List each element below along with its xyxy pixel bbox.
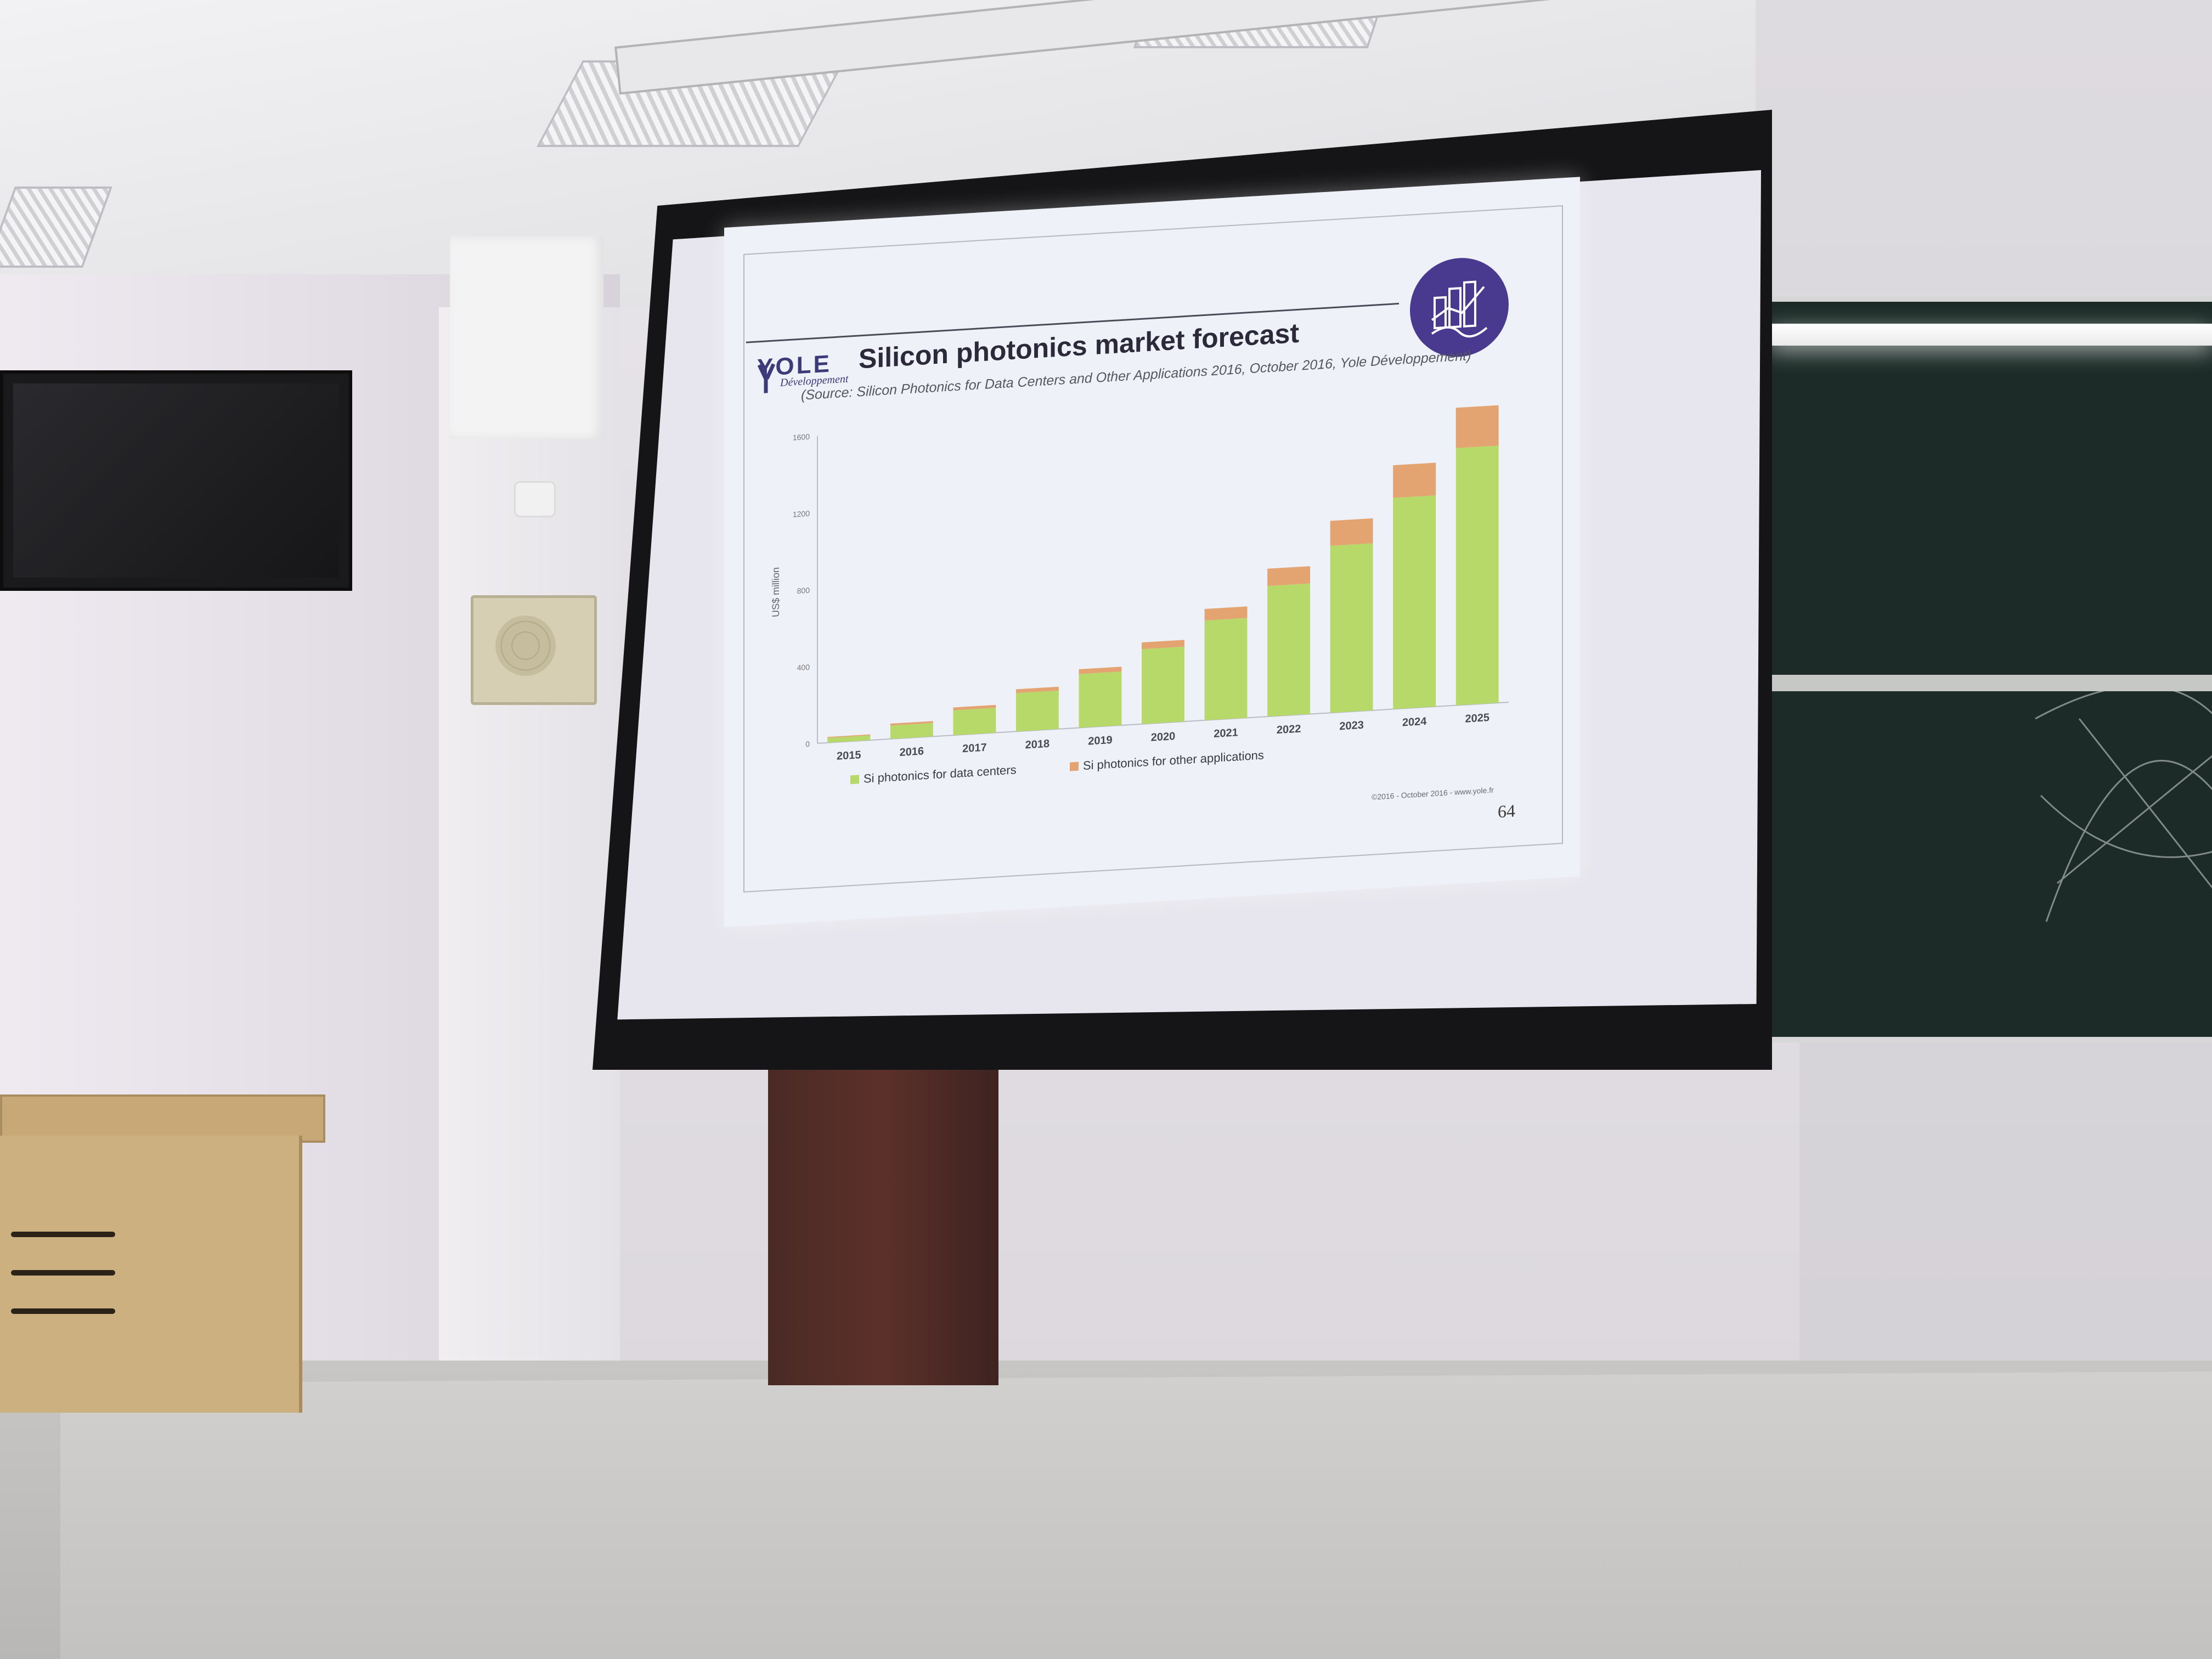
- legend-label: Si photonics for data centers: [864, 763, 1017, 786]
- bar-data-centers-2020: [1142, 646, 1184, 724]
- bar-data-centers-2016: [890, 723, 933, 740]
- bar-data-centers-2017: [953, 708, 996, 736]
- x-tick-label: 2017: [962, 742, 986, 755]
- bar-data-centers-2019: [1079, 671, 1122, 728]
- stage-platform: [60, 1372, 2212, 1659]
- bar-other-applications-2021: [1204, 606, 1248, 620]
- podium-top: [0, 1094, 325, 1143]
- bar-other-applications-2017: [953, 704, 996, 710]
- podium-vent: [11, 1232, 115, 1237]
- legend-swatch: [1070, 761, 1079, 771]
- tv-screen: [13, 383, 339, 578]
- bar-other-applications-2023: [1330, 518, 1373, 546]
- x-tick-label: 2022: [1277, 723, 1301, 737]
- wall-tv: [0, 370, 352, 591]
- bar-data-centers-2021: [1204, 618, 1248, 720]
- bar-data-centers-2018: [1015, 690, 1059, 732]
- x-tick-label: 2015: [837, 749, 861, 763]
- y-tick-label: 800: [797, 586, 810, 595]
- speaker-grill: [495, 616, 556, 676]
- x-tick-label: 2024: [1402, 715, 1427, 729]
- market-forecast-chart: 0 400 800 1200 1600 US$ million 2015 2016 2017 20…: [770, 405, 1509, 786]
- y-axis-label: US$ million: [770, 567, 781, 617]
- bar-other-applications-2025: [1455, 405, 1499, 448]
- bar-other-applications-2024: [1393, 462, 1436, 498]
- podium-vent: [11, 1270, 115, 1276]
- screen-support-pole: [768, 1059, 998, 1385]
- x-tick-label: 2023: [1339, 719, 1363, 733]
- air-duct: [450, 236, 603, 439]
- yole-logo-icon: [757, 363, 776, 393]
- bar-other-applications-2016: [890, 721, 933, 726]
- bar-other-applications-2018: [1015, 686, 1059, 693]
- x-tick-label: 2018: [1025, 738, 1049, 752]
- bar-data-centers-2023: [1330, 543, 1373, 713]
- chalk-drawing: [2035, 685, 2212, 922]
- chalk-rail: [1767, 675, 2212, 691]
- y-tick-label: 0: [805, 740, 810, 748]
- x-tick-label: 2021: [1214, 726, 1238, 740]
- blackboard: [1767, 296, 2212, 1042]
- bar-other-applications-2020: [1142, 640, 1184, 650]
- bar-other-applications-2015: [827, 734, 871, 738]
- report-logo-icon: [1410, 255, 1509, 360]
- y-tick-label: 1200: [793, 509, 810, 519]
- slide-page-number: 64: [1498, 800, 1515, 822]
- board-light: [1769, 324, 2212, 346]
- bar-data-centers-2015: [827, 735, 871, 743]
- x-tick-label: 2016: [900, 745, 924, 759]
- bar-data-centers-2025: [1455, 445, 1499, 706]
- legend-swatch: [850, 775, 859, 785]
- x-tick-label: 2020: [1151, 730, 1175, 744]
- projected-slide: YOLE Développement Silicon photonics mar…: [724, 177, 1580, 928]
- bar-other-applications-2022: [1267, 566, 1311, 586]
- y-tick-label: 400: [797, 663, 810, 672]
- podium-vent: [11, 1308, 115, 1314]
- wall-pillar: [439, 307, 620, 1404]
- legend-label: Si photonics for other applications: [1083, 748, 1264, 773]
- x-tick-label: 2019: [1088, 734, 1112, 748]
- security-camera: [516, 483, 554, 516]
- bar-other-applications-2019: [1079, 667, 1122, 674]
- podium: [0, 1136, 302, 1413]
- bar-data-centers-2022: [1267, 583, 1311, 717]
- bar-data-centers-2024: [1393, 495, 1436, 709]
- y-tick-label: 1600: [793, 432, 810, 442]
- wall-speaker: [471, 595, 597, 705]
- x-tick-label: 2025: [1465, 712, 1489, 725]
